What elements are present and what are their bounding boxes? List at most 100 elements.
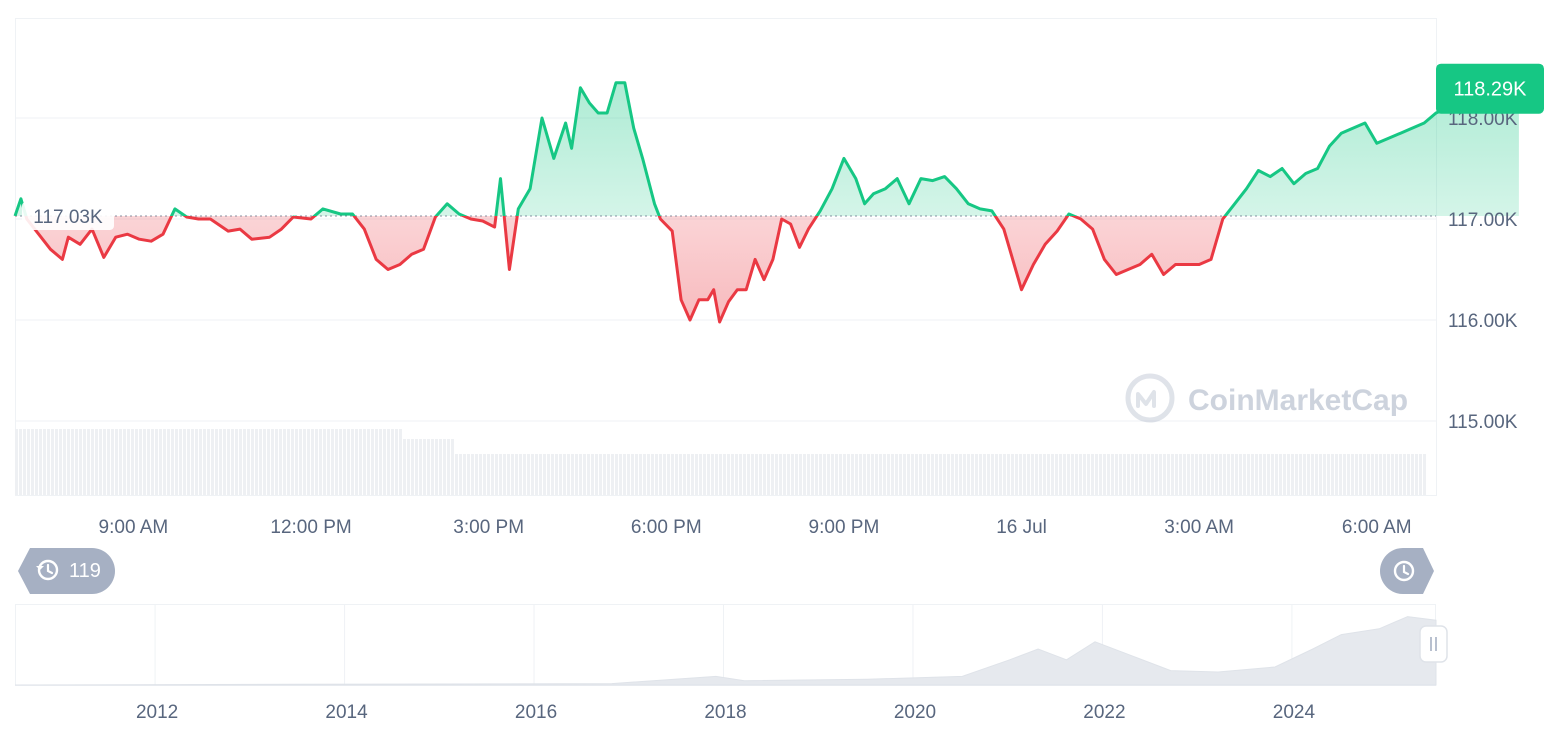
navigator-handle[interactable]: [1419, 625, 1448, 663]
volume-bar: [1423, 454, 1426, 495]
volume-bar: [291, 429, 294, 495]
volume-bar: [135, 429, 138, 495]
volume-bar: [55, 429, 58, 495]
volume-bar: [399, 429, 402, 495]
volume-bar: [403, 439, 406, 495]
volume-bar: [787, 454, 790, 495]
volume-bar: [939, 454, 942, 495]
volume-bar: [699, 454, 702, 495]
volume-bar: [1127, 454, 1130, 495]
volume-bar: [187, 429, 190, 495]
volume-bar: [359, 429, 362, 495]
volume-bar: [1395, 454, 1398, 495]
volume-bar: [1247, 454, 1250, 495]
volume-bar: [707, 454, 710, 495]
volume-bar: [471, 454, 474, 495]
volume-bar: [1171, 454, 1174, 495]
pause-handle-icon: [1430, 637, 1437, 651]
volume-bar: [43, 429, 46, 495]
volume-bar: [783, 454, 786, 495]
volume-bar: [719, 454, 722, 495]
volume-bar: [51, 429, 54, 495]
volume-bar: [1055, 454, 1058, 495]
volume-bar: [955, 454, 958, 495]
volume-bar: [671, 454, 674, 495]
volume-bar: [227, 429, 230, 495]
volume-bar: [599, 454, 602, 495]
volume-bar: [1071, 454, 1074, 495]
volume-bar: [1135, 454, 1138, 495]
volume-bar: [1195, 454, 1198, 495]
volume-bar: [1175, 454, 1178, 495]
volume-bar: [579, 454, 582, 495]
volume-bar: [539, 454, 542, 495]
volume-bar: [295, 429, 298, 495]
volume-bar: [1355, 454, 1358, 495]
volume-bar: [119, 429, 122, 495]
volume-bar: [819, 454, 822, 495]
volume-bar: [323, 429, 326, 495]
volume-bar: [1047, 454, 1050, 495]
volume-bar: [971, 454, 974, 495]
volume-bar: [1307, 454, 1310, 495]
time-range-button[interactable]: [1380, 548, 1434, 594]
volume-bar: [1319, 454, 1322, 495]
volume-bar: [1231, 454, 1234, 495]
volume-bar: [27, 429, 30, 495]
x-tick-label: 6:00 PM: [631, 517, 702, 538]
volume-bar: [915, 454, 918, 495]
volume-bar: [1191, 454, 1194, 495]
volume-bar: [247, 429, 250, 495]
volume-bar: [727, 454, 730, 495]
volume-bar: [647, 454, 650, 495]
volume-bar: [1007, 454, 1010, 495]
volume-bar: [791, 454, 794, 495]
volume-bar: [63, 429, 66, 495]
navigator-tick-label: 2020: [894, 702, 936, 723]
navigator[interactable]: 2012 2014 2016 2018 2020 2022 2024: [14, 604, 1448, 724]
current-price-text: 118.29K: [1453, 79, 1527, 101]
volume-bar: [911, 454, 914, 495]
volume-bar: [895, 454, 898, 495]
volume-bar: [887, 454, 890, 495]
volume-bar: [991, 454, 994, 495]
volume-bar: [663, 454, 666, 495]
volume-bar: [983, 454, 986, 495]
volume-bar: [1295, 454, 1298, 495]
volume-bar: [631, 454, 634, 495]
volume-bar: [1147, 454, 1150, 495]
volume-bar: [163, 429, 166, 495]
volume-bar: [867, 454, 870, 495]
volume-bar: [347, 429, 350, 495]
volume-bar: [1043, 454, 1046, 495]
volume-bar: [759, 454, 762, 495]
volume-bar: [1287, 454, 1290, 495]
volume-bar: [1223, 454, 1226, 495]
volume-bar: [215, 429, 218, 495]
clock-icon: [1393, 560, 1415, 582]
volume-bar: [1207, 454, 1210, 495]
volume-bar: [883, 454, 886, 495]
volume-bar: [1119, 454, 1122, 495]
volume-bar: [691, 454, 694, 495]
volume-bar: [207, 429, 210, 495]
volume-bar: [191, 429, 194, 495]
volume-bar: [451, 439, 454, 495]
history-button[interactable]: 119: [18, 548, 115, 594]
volume-bar: [551, 454, 554, 495]
volume-bar: [1403, 454, 1406, 495]
open-value-text: 117.03K: [33, 207, 103, 228]
volume-bar: [891, 454, 894, 495]
volume-bar: [927, 454, 930, 495]
volume-bar: [1103, 454, 1106, 495]
volume-bar: [835, 454, 838, 495]
volume-bar: [363, 429, 366, 495]
volume-bar: [491, 454, 494, 495]
volume-bar: [711, 454, 714, 495]
volume-bar: [771, 454, 774, 495]
volume-bar: [687, 454, 690, 495]
volume-bar: [23, 429, 26, 495]
volume-bar: [275, 429, 278, 495]
